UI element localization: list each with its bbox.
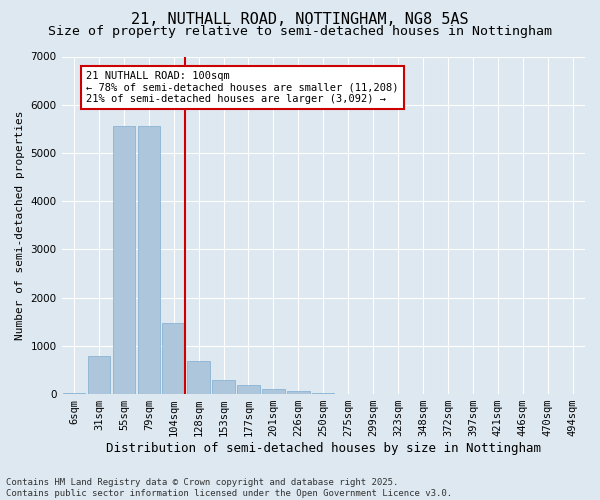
Bar: [312, 393, 334, 394]
Text: 21, NUTHALL ROAD, NOTTINGHAM, NG8 5AS: 21, NUTHALL ROAD, NOTTINGHAM, NG8 5AS: [131, 12, 469, 28]
Bar: [137, 126, 160, 394]
Text: Size of property relative to semi-detached houses in Nottingham: Size of property relative to semi-detach…: [48, 25, 552, 38]
Text: Contains HM Land Registry data © Crown copyright and database right 2025.
Contai: Contains HM Land Registry data © Crown c…: [6, 478, 452, 498]
Bar: [163, 322, 185, 394]
Bar: [212, 380, 235, 394]
Bar: [287, 390, 310, 394]
Bar: [262, 390, 284, 394]
Y-axis label: Number of semi-detached properties: Number of semi-detached properties: [15, 110, 25, 340]
Bar: [237, 385, 260, 394]
Bar: [63, 392, 85, 394]
Bar: [88, 356, 110, 394]
Bar: [113, 126, 135, 394]
Bar: [187, 362, 210, 394]
Text: 21 NUTHALL ROAD: 100sqm
← 78% of semi-detached houses are smaller (11,208)
21% o: 21 NUTHALL ROAD: 100sqm ← 78% of semi-de…: [86, 71, 399, 104]
X-axis label: Distribution of semi-detached houses by size in Nottingham: Distribution of semi-detached houses by …: [106, 442, 541, 455]
